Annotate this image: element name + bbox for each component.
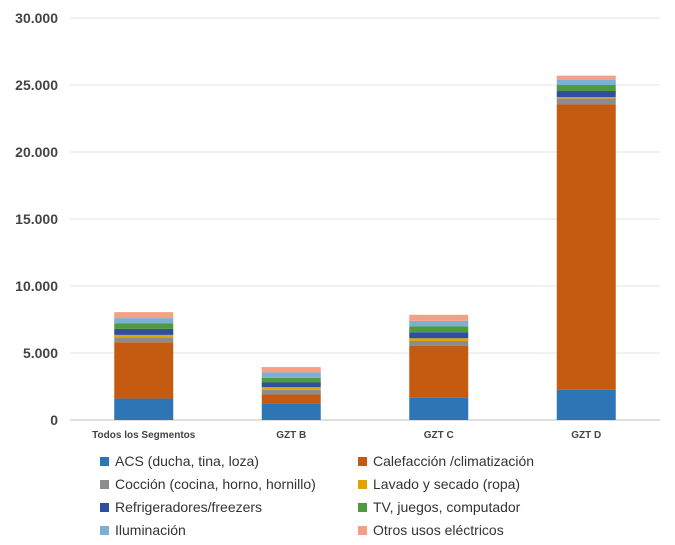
bar-segment: Lavado y secado (ropa): 100 [556,97,616,99]
x-axis-ticks: Todos los Segmentos GZT B GZT C GZT D [92,430,601,441]
legend-item: Otros usos eléctricos [358,522,504,538]
legend-item: Refrigeradores/freezers [100,499,262,515]
bar-segment: Calefacción /climatización: 3900 [409,345,469,398]
bars: ACS (ducha, tina, loza): 1600Calefacción… [114,75,616,420]
x-tick-label: GZT C [424,430,454,441]
legend-swatch [100,503,109,512]
legend-label: TV, juegos, computador [373,499,521,515]
bar-segment: TV, juegos, computador: 450 [409,326,469,333]
y-axis-ticks: 0 5.000 10.000 15.000 20.000 25.000 30.000 [15,10,58,428]
bar-segment: Lavado y secado (ropa): 200 [261,387,321,390]
bar-segment: ACS (ducha, tina, loza): 1650 [409,397,469,420]
bar-segment: Refrigeradores/freezers: 350 [261,382,321,388]
bar-segment: Iluminación: 400 [114,318,174,324]
bar-segment: Lavado y secado (ropa): 200 [409,338,469,341]
bar-segment: Cocción (cocina, horno, hornillo): 350 [261,389,321,395]
bar-segment: Refrigeradores/freezers: 450 [409,332,469,339]
bar-segment: Cocción (cocina, horno, hornillo): 350 [114,337,174,343]
legend-label: Cocción (cocina, horno, hornillo) [115,476,316,492]
legend-item: Calefacción /climatización [358,453,534,469]
x-tick-label: GZT B [276,430,306,441]
legend-label: Refrigeradores/freezers [115,499,262,515]
legend-label: Calefacción /climatización [373,453,534,469]
y-tick-label: 20.000 [15,144,58,160]
bar-segment: Refrigeradores/freezers: 450 [556,91,616,98]
bar-segment: Otros usos eléctricos: 400 [261,367,321,373]
x-tick-label: Todos los Segmentos [92,430,196,441]
bar-segment: ACS (ducha, tina, loza): 1600 [114,398,174,420]
bar-segment: ACS (ducha, tina, loza): 2250 [556,389,616,420]
bar-segment: Cocción (cocina, horno, hornillo): 350 [409,340,469,346]
legend-label: Iluminación [115,522,186,538]
bar-segment: Otros usos eléctricos: 450 [114,312,174,319]
legend-label: Otros usos eléctricos [373,522,504,538]
bar-segment: Iluminación: 400 [409,320,469,327]
bar-segment: Iluminación: 400 [261,372,321,378]
legend-item: TV, juegos, computador [358,499,521,515]
bar-segment: TV, juegos, computador: 450 [556,85,616,92]
bar-segment: Refrigeradores/freezers: 450 [114,328,174,335]
legend-swatch [358,526,367,535]
bar-segment: Otros usos eléctricos: 300 [556,75,616,80]
legend-swatch [358,503,367,512]
y-tick-label: 15.000 [15,211,58,227]
legend-swatch [100,480,109,489]
bar-segment: Calefacción /climatización: 21300 [556,104,616,390]
y-tick-label: 5.000 [23,345,58,361]
bar-segment: TV, juegos, computador: 350 [261,377,321,383]
y-tick-label: 30.000 [15,10,58,26]
bar-segment: Calefacción /climatización: 4200 [114,342,174,399]
legend-swatch [358,480,367,489]
legend: ACS (ducha, tina, loza) Calefacción /clim… [100,453,534,538]
bar-segment: Lavado y secado (ropa): 200 [114,334,174,338]
legend-item: Lavado y secado (ropa) [358,476,520,492]
bar-segment: Iluminación: 400 [556,79,616,85]
y-tick-label: 0 [50,412,58,428]
legend-item: ACS (ducha, tina, loza) [100,453,259,469]
legend-swatch [100,526,109,535]
x-tick-label: GZT D [571,430,601,441]
y-tick-label: 25.000 [15,77,58,93]
y-tick-label: 10.000 [15,278,58,294]
bar-segment: Otros usos eléctricos: 450 [409,314,469,321]
bar-segment: Calefacción /climatización: 700 [261,394,321,404]
bar-segment: ACS (ducha, tina, loza): 1200 [261,403,321,420]
bar-segment: TV, juegos, computador: 400 [114,323,174,329]
legend-item: Iluminación [100,522,186,538]
legend-item: Cocción (cocina, horno, hornillo) [100,476,316,492]
legend-swatch [100,457,109,466]
legend-label: ACS (ducha, tina, loza) [115,453,259,469]
bar-segment: Cocción (cocina, horno, hornillo): 450 [556,98,616,105]
legend-swatch [358,457,367,466]
legend-label: Lavado y secado (ropa) [373,476,520,492]
